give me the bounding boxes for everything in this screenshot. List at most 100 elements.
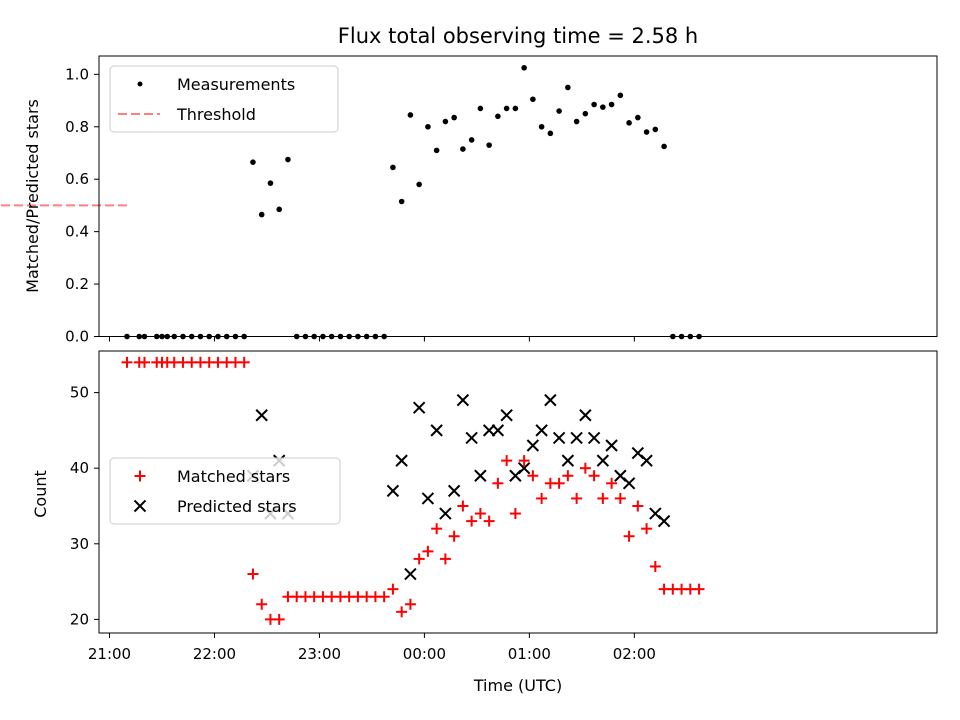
measurement-point [407,112,414,118]
predicted-star-marker [622,477,636,490]
bottom-panel: 21:00 22:00 23:00 00:00 01:00 02:00 20304050 … [31,350,938,695]
x-tick-label: 02:00 [613,645,656,663]
measurement-point [416,181,422,188]
predicted-star-marker [544,393,557,407]
measurement-point [547,130,554,137]
measurement-point [565,84,571,91]
matched-star-marker [536,492,548,504]
measurement-point [626,120,632,126]
matched-star-marker [623,530,635,542]
predicted-star-marker [596,454,610,467]
predicted-star-marker [605,439,618,452]
matched-star-marker [492,477,504,489]
legend-predicted-label: Predicted stars [177,497,297,516]
measurement-point [600,104,606,110]
matched-star-marker [588,470,600,482]
measurement-point [661,143,667,150]
x-tick-label: 23:00 [298,645,341,663]
matched-star-marker [238,356,250,368]
measurement-point [652,126,659,133]
matched-star-marker [553,477,565,489]
bottom-legend: Matched stars Predicted stars [109,457,341,525]
predicted-star-marker [430,424,443,437]
measurement-points [124,64,702,340]
measurement-point [530,96,536,103]
matched-star-marker [378,591,390,603]
predicted-star-marker [587,431,601,445]
matched-star-marker [448,530,460,542]
predicted-star-marker [500,409,513,422]
top-x-ticks [108,336,635,342]
x-tick-label: 01:00 [508,645,551,663]
predicted-star-marker [447,484,461,498]
measurement-point [538,123,545,130]
predicted-star-marker [474,469,487,482]
matched-star-marker [501,455,513,467]
predicted-star-marker [657,514,671,528]
bottom-y-tick-label: 20 [70,610,89,628]
predicted-star-marker [395,454,408,467]
matched-star-marker [509,508,521,520]
measurement-point [512,105,519,112]
bottom-y-tick-label: 30 [70,535,89,553]
matched-star-marker [413,553,425,565]
x-tick-label: 00:00 [403,645,446,663]
measurement-point [433,147,440,154]
bottom-axes-frame [98,350,938,634]
matched-star-marker [632,500,644,512]
measurement-point [617,92,624,99]
matched-star-marker [387,583,399,595]
predicted-star-marker [255,409,268,422]
matched-star-marker [138,356,150,368]
predicted-star-marker [404,567,417,581]
predicted-star-marker [535,424,548,437]
legend-threshold-label: Threshold [176,105,256,124]
matched-star-marker [649,560,661,572]
matched-star-marker [641,523,653,535]
x-tick-label: 21:00 [88,645,131,663]
matched-star-marker [606,477,618,489]
top-y-tick-label: 0.0 [65,328,89,346]
measurement-point [276,206,282,213]
bottom-y-ticks: 20 30 40 50 [70,384,99,628]
measurement-point [582,110,589,117]
measurement-point [556,108,562,114]
matched-star-marker [457,500,469,512]
predicted-star-marker [517,461,531,475]
measurement-point [285,156,291,163]
top-y-tick-label: 0.8 [65,118,89,136]
top-y-tick-label: 1.0 [65,65,89,83]
matched-star-marker [571,492,583,504]
legend-predicted-marker [133,499,147,513]
top-y-axis-label: Matched/Predicted stars [23,99,42,293]
matched-star-marker [693,583,705,595]
top-legend-box [109,65,339,133]
matched-star-marker [579,462,591,474]
predicted-star-marker [579,409,592,422]
chart-title: Flux total observing time = 2.58 h [338,24,698,48]
legend-matched-marker-glyph [134,470,146,482]
measurement-point [477,105,484,112]
measurement-point [591,101,597,108]
top-y-ticks: 0.0 0.2 0.4 0.6 0.8 1.0 [65,65,99,346]
top-y-tick-label: 0.6 [65,170,89,188]
measurement-point [503,105,510,112]
matched-star-marker [404,598,416,610]
legend-predicted-marker-glyph [133,499,147,513]
measurement-point [643,129,650,135]
matched-star-marker [121,356,133,368]
measurement-point [267,180,274,186]
predicted-star-marker [526,439,540,452]
matched-star-marker [439,553,451,565]
predicted-star-marker [491,424,505,437]
predicted-star-marker [570,431,583,445]
matched-star-marker [256,598,268,610]
bottom-legend-box [109,457,341,525]
predicted-star-marker [412,401,426,414]
legend-matched-label: Matched stars [177,467,290,486]
measurement-point [425,123,431,130]
matched-star-marker [396,606,408,618]
bottom-x-ticks: 21:00 22:00 23:00 00:00 01:00 02:00 [88,633,656,663]
x-axis-label: Time (UTC) [473,676,562,695]
top-legend: Measurements Threshold [109,65,339,133]
